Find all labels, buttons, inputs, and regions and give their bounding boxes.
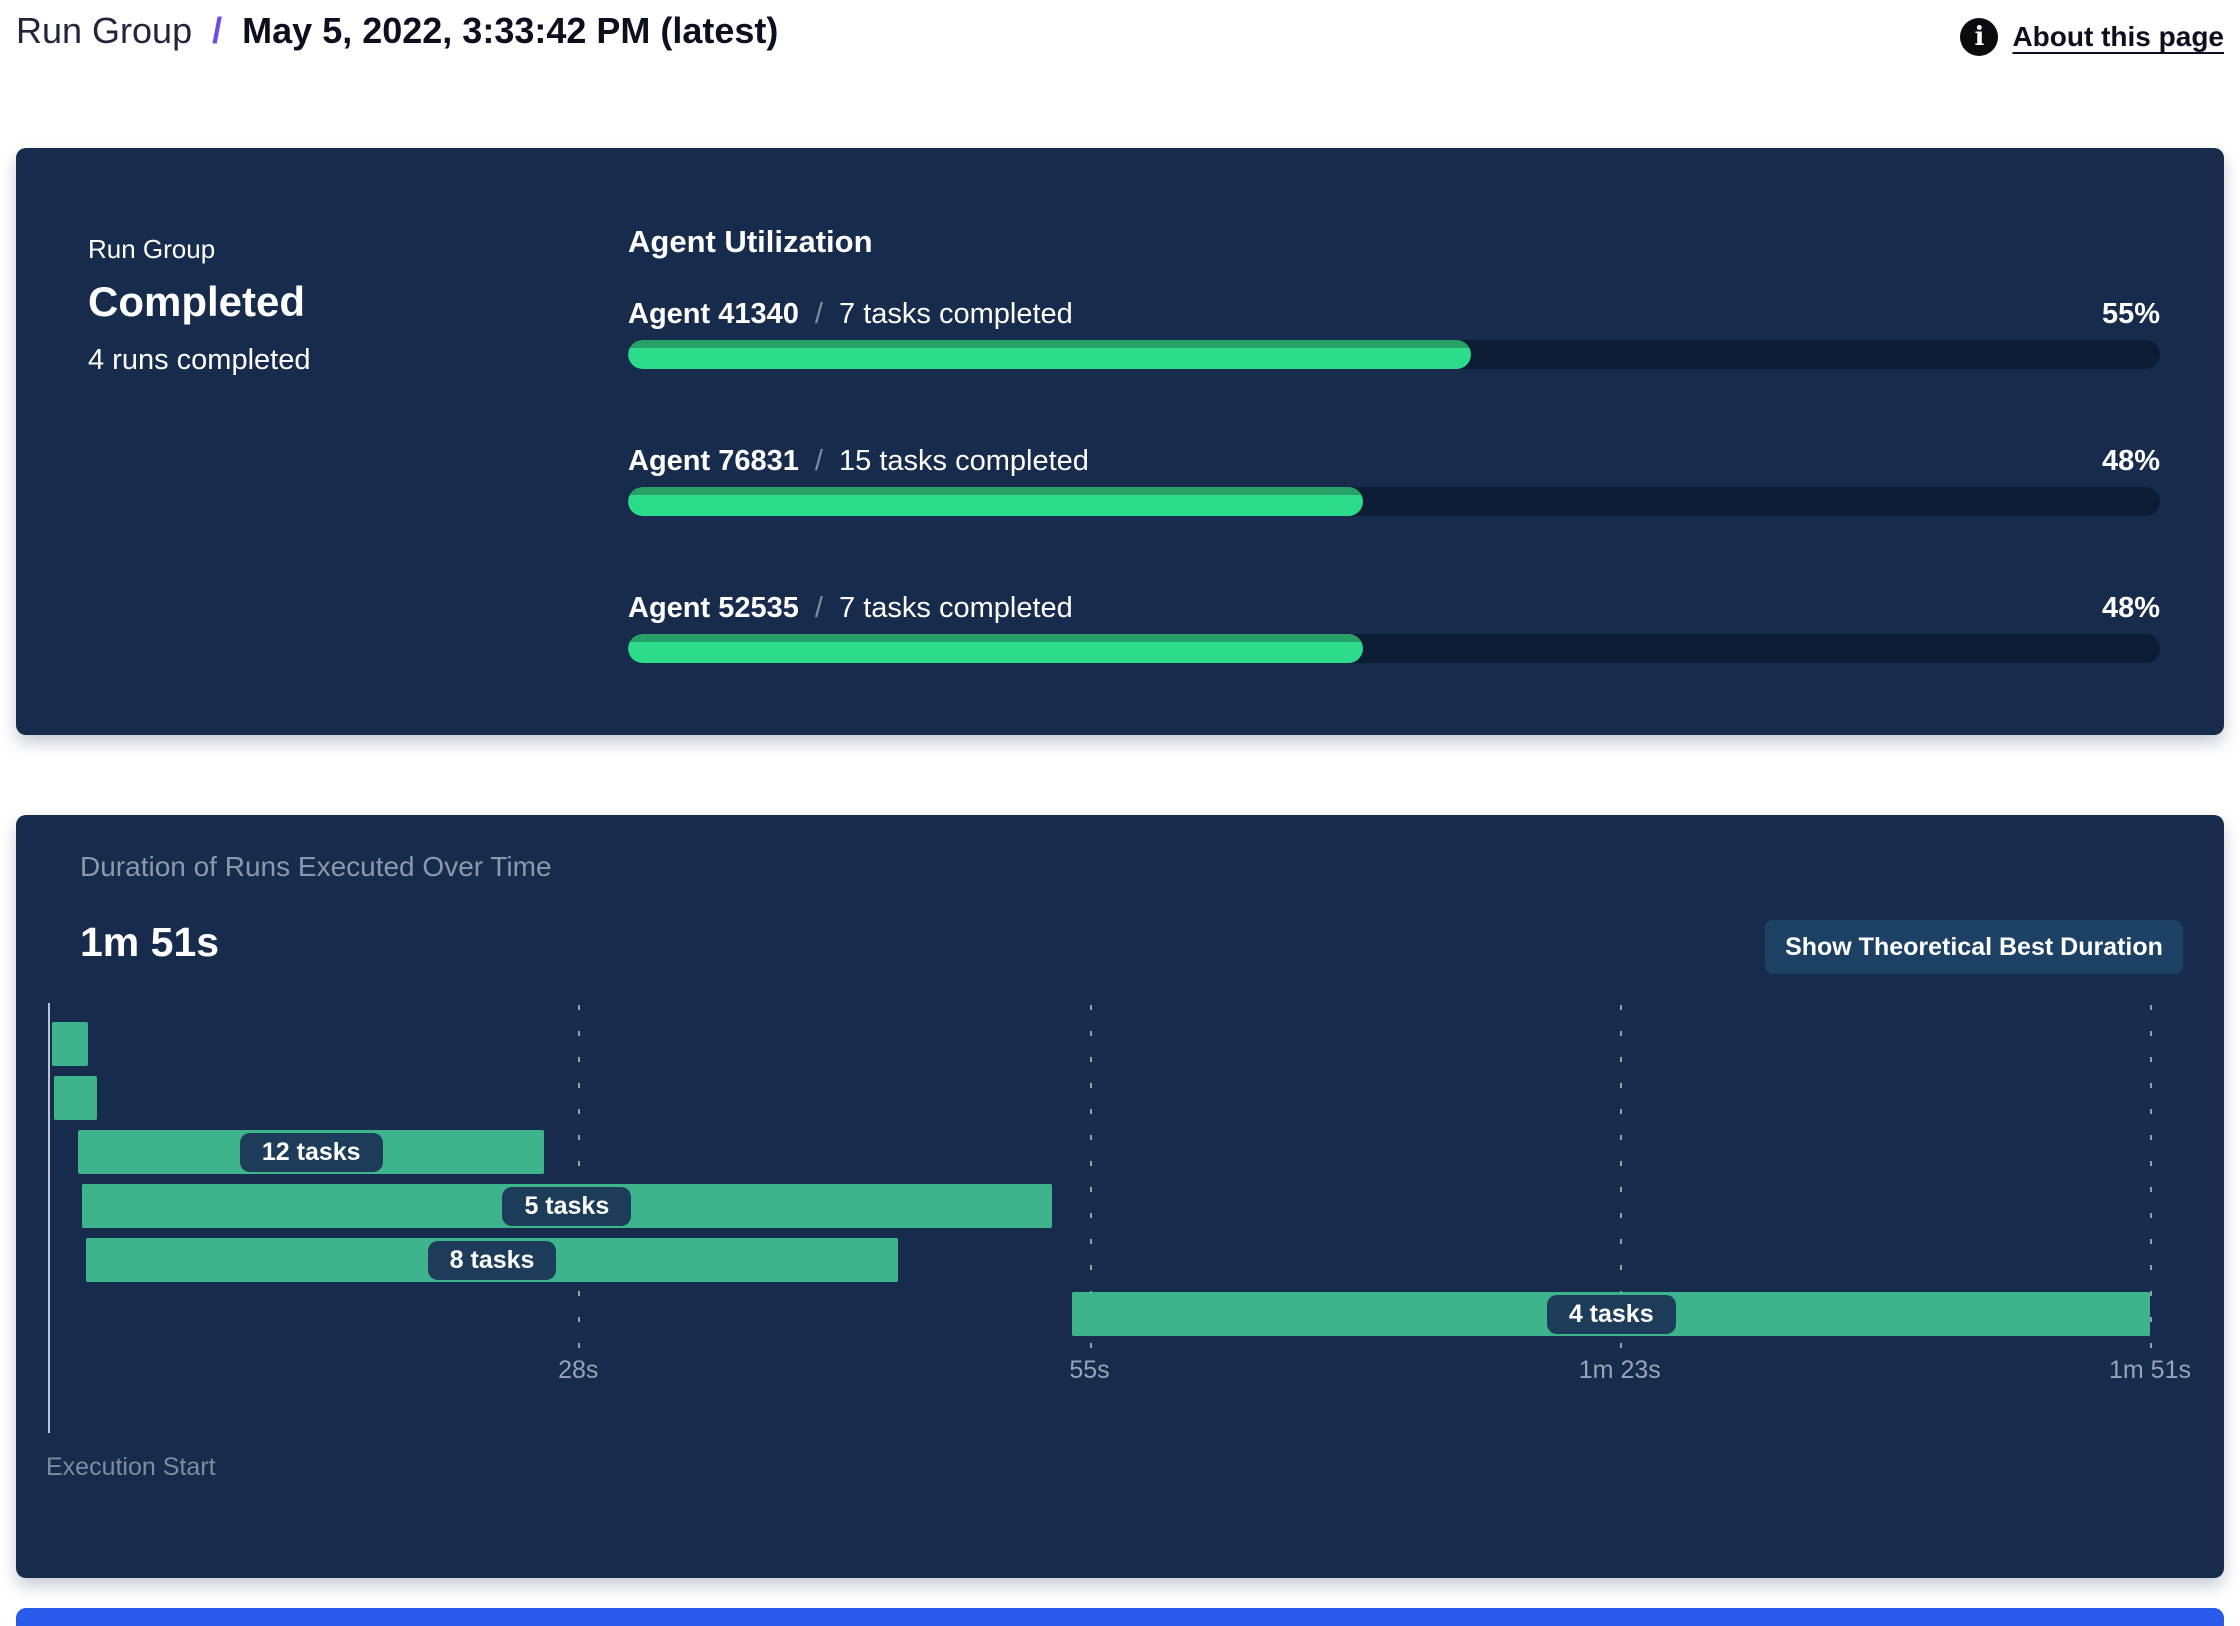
- agent-row-label: Agent 41340 / 7 tasks completed 55%: [628, 298, 2160, 331]
- x-axis-tick-label: 1m 51s: [2109, 1356, 2191, 1384]
- info-icon: i: [1960, 18, 1999, 56]
- agent-utilization-percent: 48%: [2101, 592, 2160, 624]
- utilization-bar-fill: [628, 634, 1364, 663]
- breadcrumb-separator-icon: /: [212, 10, 223, 51]
- page-header: Run Group / May 5, 2022, 3:33:42 PM (lat…: [16, 10, 2224, 80]
- total-duration-value: 1m 51s: [80, 919, 220, 965]
- gantt-bar[interactable]: 8 tasks: [85, 1238, 899, 1282]
- agent-tasks-completed: 15 tasks completed: [839, 445, 1089, 477]
- gantt-bar-task-count-badge: 5 tasks: [502, 1186, 632, 1226]
- utilization-bar-track: [628, 487, 2160, 516]
- duration-panel: Duration of Runs Executed Over Time 1m 5…: [16, 815, 2224, 1578]
- utilization-bar-fill: [628, 340, 1471, 369]
- agent-name: Agent 76831: [628, 445, 799, 477]
- gantt-bar[interactable]: [53, 1076, 98, 1120]
- agent-separator: /: [814, 592, 823, 624]
- gantt-bar[interactable]: 4 tasks: [1072, 1292, 2150, 1336]
- page-title: May 5, 2022, 3:33:42 PM (latest): [242, 10, 779, 51]
- execution-start-axis-line: [48, 1003, 50, 1433]
- gridline: [1619, 1005, 1622, 1357]
- x-axis-tick-label: 1m 23s: [1578, 1356, 1661, 1384]
- next-panel-top-edge: [16, 1608, 2224, 1626]
- breadcrumb-root[interactable]: Run Group: [16, 10, 193, 51]
- utilization-bar-track: [628, 634, 2160, 663]
- agent-row-label: Agent 52535 / 7 tasks completed 48%: [628, 592, 2160, 625]
- utilization-bar-track: [628, 340, 2160, 369]
- agent-utilization-percent: 55%: [2101, 298, 2160, 330]
- utilization-bar-fill: [628, 487, 1364, 516]
- runs-completed-text: 4 runs completed: [88, 344, 311, 376]
- duration-chart-title: Duration of Runs Executed Over Time: [80, 851, 552, 882]
- gridline: [1089, 1005, 1092, 1357]
- run-group-summary-panel: Run Group Completed 4 runs completed Age…: [16, 148, 2224, 735]
- agent-separator: /: [814, 298, 823, 330]
- agent-utilization-row: Agent 41340 / 7 tasks completed 55%: [628, 298, 2160, 418]
- gantt-chart: 12 tasks 5 tasks 8 tasks 4 tasks 28s 55s 1m 2…: [16, 815, 2224, 1578]
- gantt-bar[interactable]: 12 tasks: [78, 1130, 545, 1174]
- run-group-label: Run Group: [88, 234, 216, 264]
- agent-utilization-title: Agent Utilization: [628, 224, 873, 259]
- breadcrumb: Run Group / May 5, 2022, 3:33:42 PM (lat…: [16, 10, 778, 52]
- gantt-bar[interactable]: [51, 1022, 88, 1066]
- gridline: [2150, 1005, 2152, 1357]
- about-this-page-link[interactable]: i About this page: [1960, 18, 2224, 56]
- agent-tasks-completed: 7 tasks completed: [839, 592, 1073, 624]
- agent-name: Agent 41340: [628, 298, 799, 330]
- x-axis-tick-label: 28s: [558, 1356, 599, 1384]
- agent-name: Agent 52535: [628, 592, 799, 624]
- run-group-status: Completed: [88, 278, 306, 325]
- show-theoretical-best-duration-button[interactable]: Show Theoretical Best Duration: [1765, 920, 2183, 974]
- gantt-bar-task-count-badge: 8 tasks: [427, 1240, 557, 1280]
- agent-separator: /: [814, 445, 823, 477]
- gantt-bar-task-count-badge: 4 tasks: [1546, 1294, 1676, 1334]
- agent-utilization-percent: 48%: [2101, 445, 2160, 477]
- x-axis-tick-label: 55s: [1069, 1356, 1110, 1384]
- execution-start-label: Execution Start: [46, 1453, 216, 1481]
- about-link-label: About this page: [2012, 21, 2224, 52]
- gantt-bar[interactable]: 5 tasks: [82, 1184, 1052, 1228]
- agent-utilization-row: Agent 76831 / 15 tasks completed 48%: [628, 445, 2160, 565]
- gridline: [578, 1005, 581, 1357]
- agent-utilization-row: Agent 52535 / 7 tasks completed 48%: [628, 592, 2160, 712]
- gantt-bar-task-count-badge: 12 tasks: [239, 1132, 383, 1172]
- agent-row-label: Agent 76831 / 15 tasks completed 48%: [628, 445, 2160, 478]
- agent-tasks-completed: 7 tasks completed: [839, 298, 1073, 330]
